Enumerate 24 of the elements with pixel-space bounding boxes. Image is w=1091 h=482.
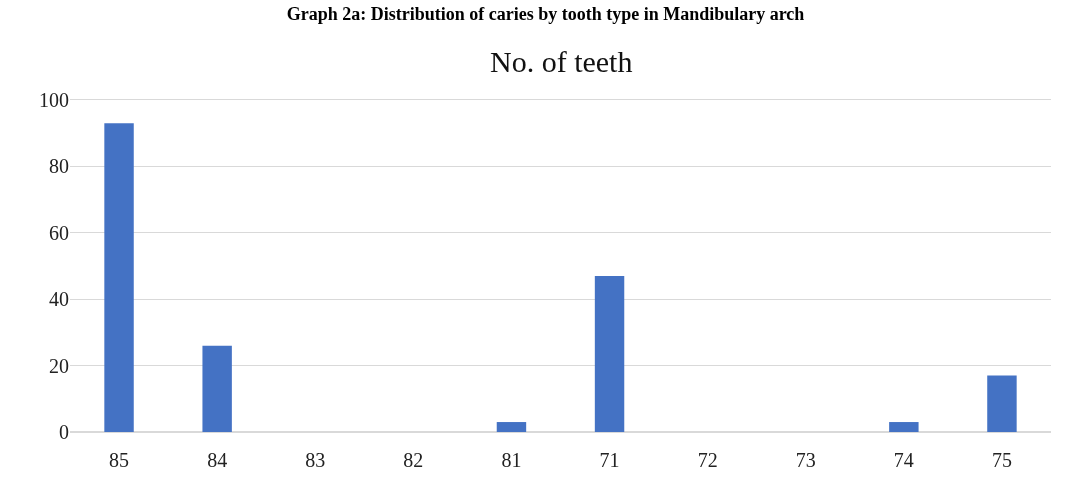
bar	[594, 275, 625, 432]
bar	[889, 422, 919, 432]
x-tick-label: 75	[991, 449, 1012, 471]
x-tick-label: 85	[109, 449, 130, 471]
bar	[496, 422, 527, 432]
bar	[987, 375, 1017, 432]
chart-subtitle: No. of teeth	[490, 45, 633, 78]
bar	[202, 345, 232, 432]
x-tick-label: 74	[893, 449, 914, 471]
bar	[104, 123, 134, 432]
y-tick-label: 40	[49, 288, 69, 311]
x-tick-label: 84	[207, 449, 228, 471]
x-tick-label: 72	[697, 449, 718, 471]
x-tick-label: 81	[501, 449, 522, 471]
y-tick-label: 0	[59, 421, 69, 443]
y-tick-label: 20	[49, 354, 69, 377]
y-tick-label: 80	[49, 155, 69, 178]
y-tick-label: 100	[39, 89, 69, 111]
x-tick-label: 71	[599, 449, 620, 471]
x-tick-label: 82	[403, 449, 424, 471]
y-tick-label: 60	[49, 221, 69, 244]
x-tick-label: 73	[795, 449, 816, 471]
x-tick-label: 83	[305, 449, 326, 471]
chart-title: Graph 2a: Distribution of caries by tooth type in Mandibulary arch	[286, 3, 805, 24]
